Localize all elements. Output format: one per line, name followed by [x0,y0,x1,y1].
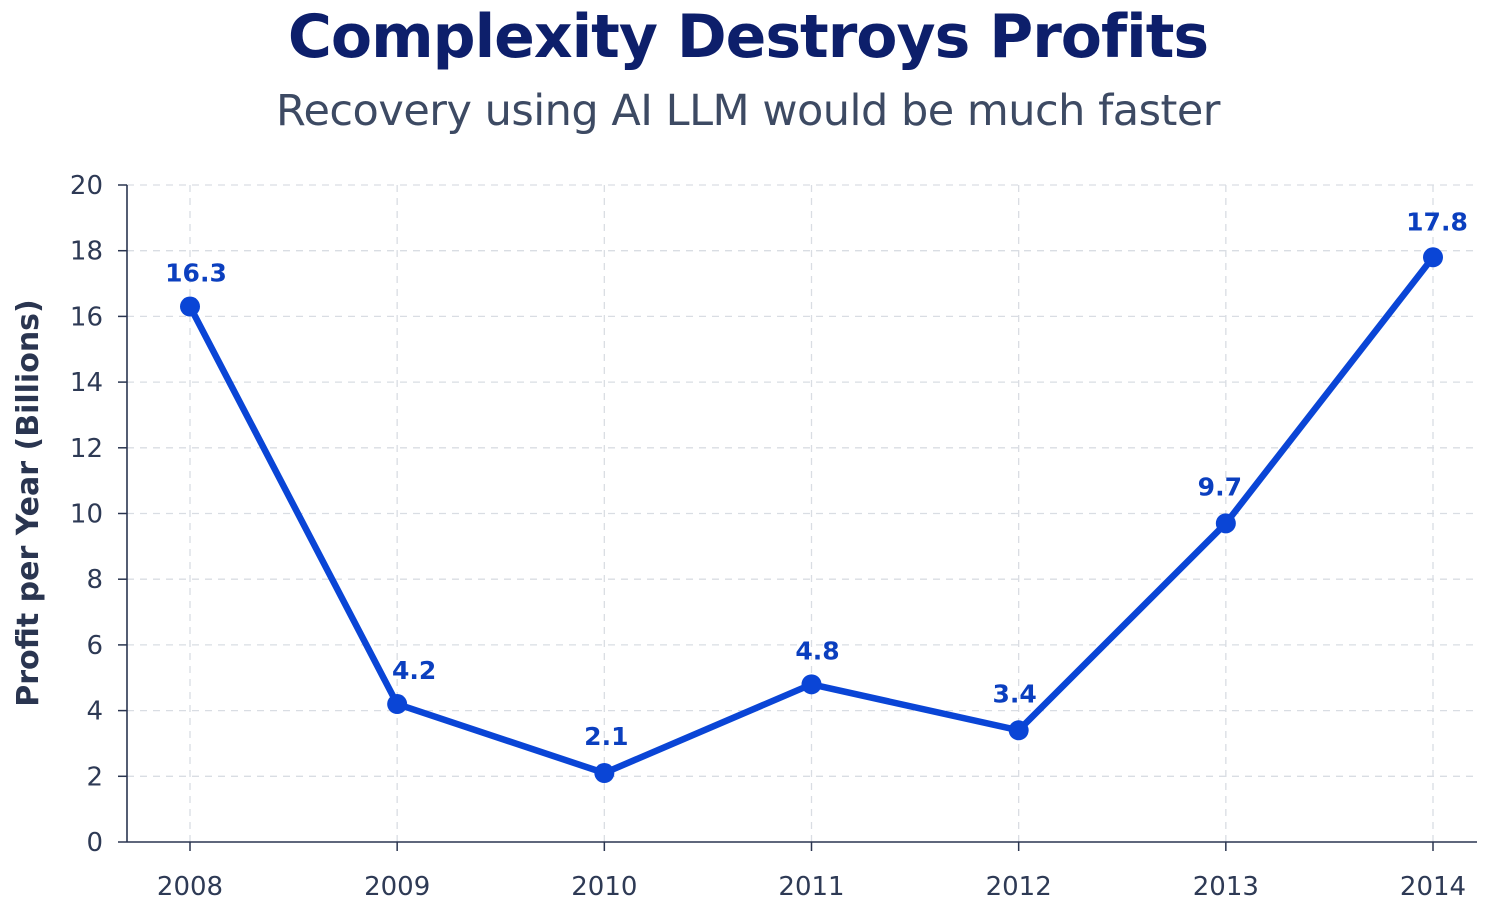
series-layer [180,247,1443,784]
axes: 0 2 4 6 8 10 12 14 16 18 20 2008 2009 2010 2011 2012 201… [70,171,1477,902]
data-point [801,674,822,695]
data-label: 4.8 [795,636,839,665]
data-label-layer: 16.3 4.2 2.1 4.8 3.4 9.7 17.8 [165,207,1468,751]
chart-subtitle: Recovery using AI LLM would be much fast… [276,86,1221,136]
x-tick-label: 2009 [364,872,430,902]
data-label: 9.7 [1198,472,1242,501]
data-label: 3.4 [993,679,1037,708]
y-tick-label: 4 [86,697,103,727]
data-label: 2.1 [584,722,628,751]
data-point [1215,513,1236,534]
data-label: 4.2 [392,656,436,685]
y-tick-label: 18 [70,237,103,267]
data-point [180,296,200,317]
y-axis-label: Profit per Year (Billions) [11,299,46,707]
y-tick-label: 10 [70,500,103,530]
data-point [387,694,408,715]
data-label: 16.3 [165,259,227,288]
data-point [594,763,615,784]
y-tick-label: 6 [86,631,103,661]
y-tick-label: 2 [86,762,103,792]
x-tick-label: 2014 [1400,872,1466,902]
y-tick-label: 16 [70,302,103,332]
y-tick-label: 14 [70,368,103,398]
x-tick-label: 2008 [157,872,223,902]
gridlines [127,184,1477,842]
chart-title: Complexity Destroys Profits [288,2,1208,72]
x-tick-label: 2011 [778,872,844,902]
y-tick-label: 0 [86,828,103,858]
x-tick-label: 2012 [986,872,1052,902]
x-tick-label: 2010 [571,872,637,902]
y-tick-label: 8 [86,565,103,595]
data-point [1008,720,1029,741]
y-tick-label: 12 [70,434,103,464]
data-point [1423,247,1443,268]
y-tick-label: 20 [70,171,103,201]
data-label: 17.8 [1406,207,1468,236]
x-tick-label: 2013 [1193,872,1259,902]
